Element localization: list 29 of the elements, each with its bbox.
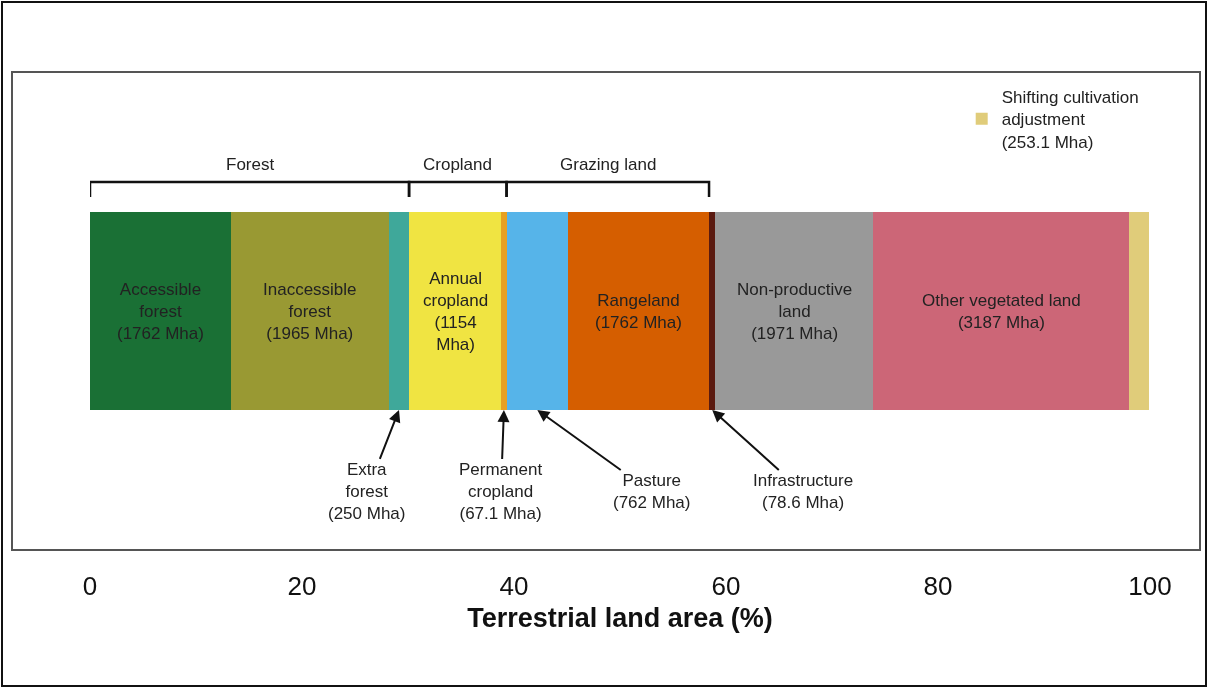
series-label: Annual cropland (1154 Mha) [423,269,489,355]
bar [568,212,710,410]
x-tick-label: 100 [1128,571,1172,601]
x-axis-title: Terrestrial land area (%) [467,603,773,634]
series-label: Rangeland (1762 Mha) [595,291,682,333]
text: Grazing land [560,155,657,174]
x-tick-label: 0 [82,571,98,601]
bar [506,212,569,410]
bar [409,212,502,410]
text: Cropland [423,155,492,174]
x-tick-label: 40 [499,571,529,601]
bar [1128,212,1149,410]
text: Extra forest (250 Mha) [328,460,406,524]
series-label: Other vegetated land (3187 Mha) [922,291,1081,333]
legend-label: Shifting cultivation adjustment (253.1 Mha) [1001,88,1139,152]
text: Forest [226,155,275,174]
x-tick-label: 20 [287,571,317,601]
series-label: Non-productive land (1971 Mha) [737,280,853,344]
bar [873,212,1129,410]
bar [715,212,874,410]
series-label: Inaccessible forest (1965 Mha) [263,280,357,344]
x-tick-label: 80 [923,571,953,601]
x-tick-label: 60 [711,571,741,601]
bar [90,212,231,410]
text: Permanent cropland (67.1 Mha) [459,460,543,524]
text: Infrastructure (78.6 Mha) [753,471,854,513]
text: Pasture (762 Mha) [613,471,691,513]
series-label: Accessible forest (1762 Mha) [117,280,204,344]
bar [230,212,389,410]
